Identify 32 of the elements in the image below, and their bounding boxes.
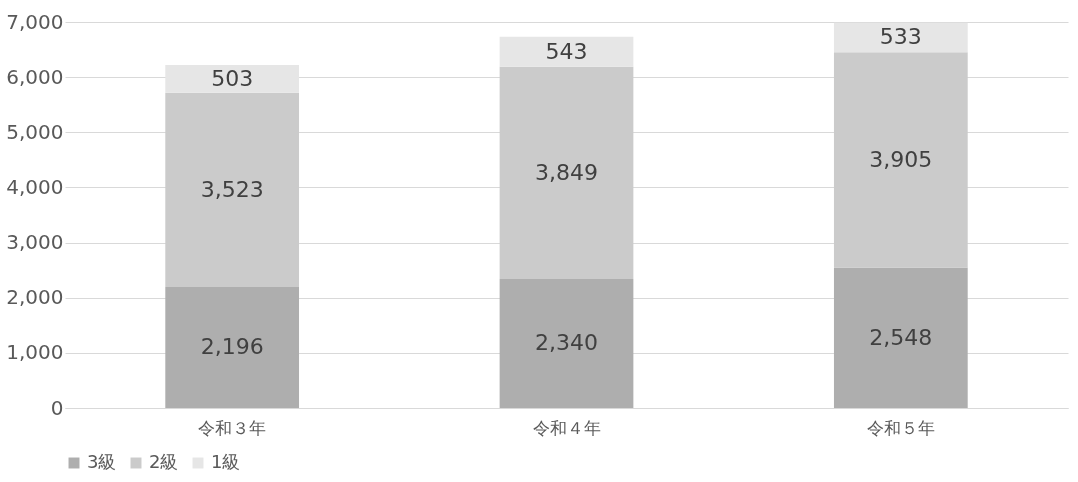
data-label: 3,905 xyxy=(869,146,933,172)
data-label: 533 xyxy=(879,24,922,50)
legend-label: 2級 xyxy=(149,451,179,472)
bar xyxy=(165,286,300,408)
bar xyxy=(833,267,968,408)
data-label: 543 xyxy=(545,38,588,64)
data-label: 3,849 xyxy=(535,159,598,185)
bar xyxy=(165,64,300,93)
y-tick-label: 3,000 xyxy=(6,230,64,255)
y-tick-label: 5,000 xyxy=(6,119,64,144)
data-label: 503 xyxy=(211,65,254,91)
y-tick-label: 6,000 xyxy=(6,64,64,89)
data-label: 2,548 xyxy=(869,324,933,350)
data-label: 2,340 xyxy=(535,330,598,356)
bar xyxy=(499,278,634,408)
y-tick-label: 2,000 xyxy=(6,285,64,310)
y-tick-label: 0 xyxy=(50,395,64,420)
bar xyxy=(165,92,300,287)
x-tick-label: 令和３年 xyxy=(198,417,267,438)
bar xyxy=(833,22,968,53)
y-tick-label: 4,000 xyxy=(6,174,64,199)
legend-label: 3級 xyxy=(87,451,117,472)
bar xyxy=(833,52,968,268)
legend-label: 1級 xyxy=(211,451,241,472)
bar xyxy=(499,36,634,67)
x-tick-label: 令和５年 xyxy=(866,417,935,438)
data-label: 3,523 xyxy=(200,176,264,202)
x-tick-label: 令和４年 xyxy=(532,417,601,438)
bar xyxy=(499,66,634,279)
y-tick-label: 7,000 xyxy=(6,9,64,34)
data-label: 2,196 xyxy=(200,334,264,360)
y-tick-label: 1,000 xyxy=(6,340,64,365)
